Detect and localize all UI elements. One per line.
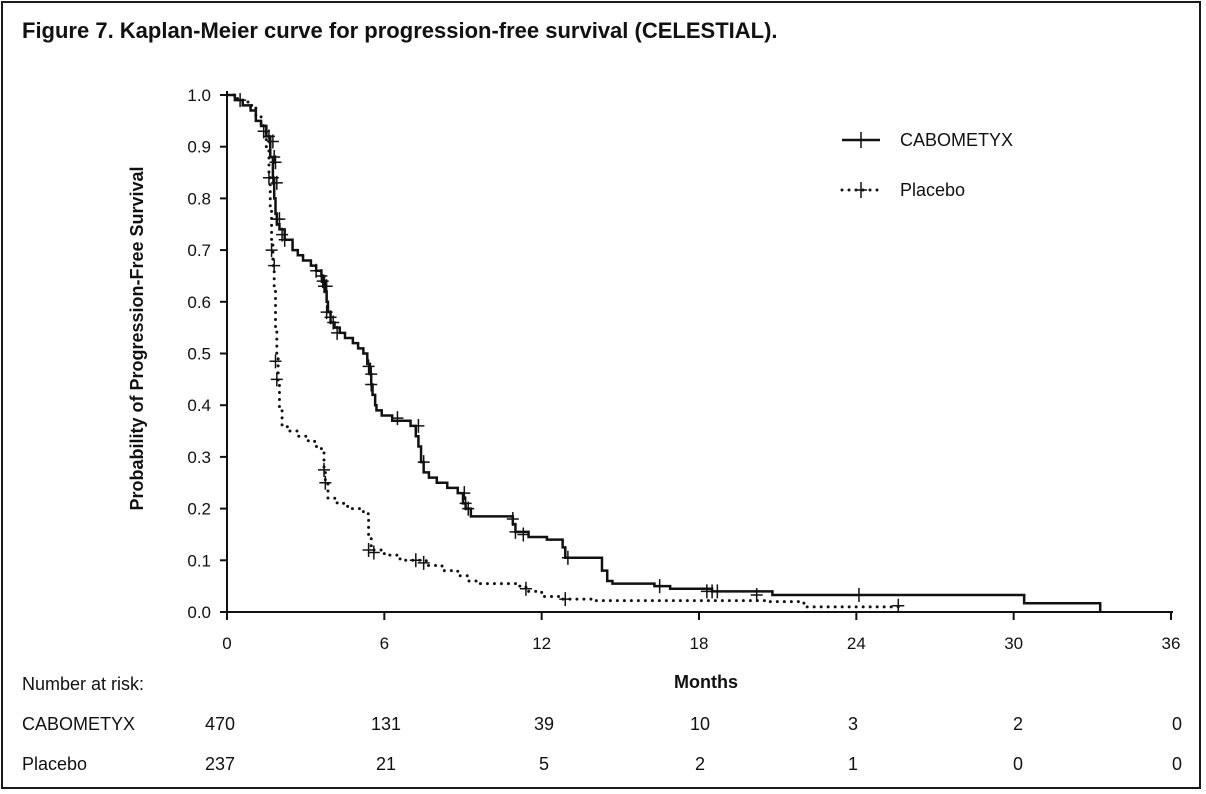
series-line-cabometyx (227, 93, 1102, 612)
censor-mark-cabometyx (458, 486, 471, 501)
risk-value: 21 (376, 754, 396, 774)
risk-value: 0 (1172, 754, 1182, 774)
y-axis-label: Probability of Progression-Free Survival (127, 166, 147, 510)
censor-mark-placebo (559, 592, 572, 607)
risk-value: 131 (371, 714, 401, 734)
risk-value: 237 (205, 754, 235, 774)
censor-mark-cabometyx (517, 527, 530, 542)
censor-mark-cabometyx (269, 155, 282, 170)
censor-mark-placebo (417, 555, 430, 570)
series-line-placebo (225, 93, 900, 609)
censor-mark-cabometyx (273, 212, 286, 227)
risk-value: 470 (205, 714, 235, 734)
censor-mark-cabometyx (417, 455, 430, 470)
risk-value: 0 (1013, 754, 1023, 774)
censor-mark-cabometyx (278, 232, 291, 247)
y-tick-label: 0.0 (187, 603, 211, 622)
x-tick-label: 6 (380, 634, 389, 653)
x-tick-label: 24 (847, 634, 866, 653)
figure-title: Figure 7. Kaplan-Meier curve for progres… (22, 18, 778, 43)
x-tick-label: 36 (1162, 634, 1181, 653)
x-tick-label: 12 (532, 634, 551, 653)
y-tick-label: 0.3 (187, 448, 211, 467)
censor-mark-placebo (367, 545, 380, 560)
censor-mark-cabometyx (327, 315, 340, 330)
censor-mark-placebo (362, 542, 375, 557)
censor-mark-placebo (265, 243, 278, 258)
y-tick-label: 0.4 (187, 396, 211, 415)
risk-value: 2 (695, 754, 705, 774)
legend-censor-icon (855, 182, 867, 198)
y-tick-label: 0.8 (187, 189, 211, 208)
risk-value: 1 (848, 754, 858, 774)
censor-mark-cabometyx (653, 579, 666, 594)
risk-value: 2 (1013, 714, 1023, 734)
risk-value: 0 (1172, 714, 1182, 734)
y-tick-label: 0.1 (187, 551, 211, 570)
y-tick-label: 1.0 (187, 86, 211, 105)
risk-value: 5 (539, 754, 549, 774)
censor-mark-placebo (262, 170, 275, 185)
x-axis-label: Months (674, 672, 738, 692)
risk-value: 39 (534, 714, 554, 734)
risk-value: 3 (848, 714, 858, 734)
censor-mark-placebo (257, 124, 270, 139)
censor-mark-placebo (270, 372, 283, 387)
legend-label-cabometyx: CABOMETYX (900, 130, 1013, 150)
x-tick-label: 0 (222, 634, 231, 653)
censor-mark-cabometyx (391, 411, 404, 426)
censor-mark-placebo (269, 354, 282, 369)
y-tick-label: 0.2 (187, 500, 211, 519)
censor-mark-cabometyx (320, 279, 333, 294)
censor-mark-cabometyx (506, 511, 519, 526)
censor-mark-placebo (268, 258, 281, 273)
y-tick-label: 0.6 (187, 293, 211, 312)
censor-mark-cabometyx (362, 359, 375, 374)
censor-mark-cabometyx (711, 584, 724, 599)
risk-table-header: Number at risk: (22, 674, 144, 694)
legend-censor-icon (855, 132, 867, 148)
censor-mark-cabometyx (462, 501, 475, 516)
risk-row-label: CABOMETYX (22, 714, 135, 734)
censor-mark-placebo (892, 598, 905, 613)
legend-label-placebo: Placebo (900, 180, 965, 200)
censor-mark-placebo (409, 553, 422, 568)
y-tick-label: 0.9 (187, 138, 211, 157)
y-tick-label: 0.7 (187, 241, 211, 260)
risk-value: 10 (690, 714, 710, 734)
censor-mark-cabometyx (852, 587, 865, 602)
censor-mark-placebo (319, 475, 332, 490)
censor-mark-placebo (519, 581, 532, 596)
x-tick-label: 18 (690, 634, 709, 653)
censor-mark-cabometyx (561, 550, 574, 565)
censor-mark-cabometyx (365, 377, 378, 392)
censor-mark-cabometyx (412, 418, 425, 433)
censor-mark-placebo (318, 462, 331, 477)
y-tick-label: 0.5 (187, 345, 211, 364)
censor-mark-cabometyx (331, 325, 344, 340)
x-tick-label: 30 (1004, 634, 1023, 653)
censor-mark-cabometyx (509, 524, 522, 539)
risk-row-label: Placebo (22, 754, 87, 774)
censor-mark-cabometyx (266, 134, 279, 149)
